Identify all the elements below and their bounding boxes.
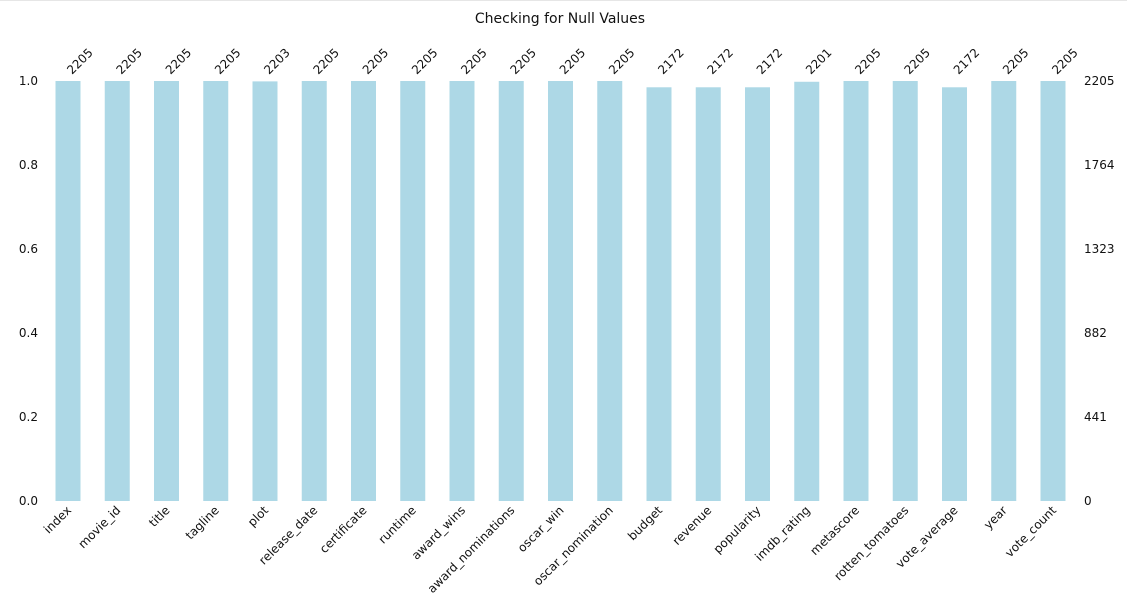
count-label-runtime: 2205 bbox=[409, 46, 440, 77]
y-tick-label-right: 2205 bbox=[1084, 74, 1115, 88]
bar-vote_average bbox=[942, 87, 967, 502]
count-labels: 2205 2205 2205 2205 2203 2205 2205 2205 2205 2205… bbox=[64, 46, 1080, 77]
y-tick-label-left: 0.2 bbox=[19, 410, 38, 424]
x-tick-label-revenue: revenue bbox=[670, 503, 715, 548]
count-label-metascore: 2205 bbox=[852, 46, 883, 77]
count-label-award_nominations: 2205 bbox=[507, 46, 538, 77]
count-label-award_wins: 2205 bbox=[458, 46, 489, 77]
x-tick-label-award_nominations: award_nominations bbox=[425, 503, 518, 596]
y-axis-left: 0.0 0.2 0.4 0.6 0.8 1.0 bbox=[19, 74, 38, 508]
x-axis: index movie_id title tagline plotrelease_dat… bbox=[41, 503, 1059, 596]
bar-index bbox=[55, 81, 81, 501]
count-label-year: 2205 bbox=[1000, 46, 1031, 77]
y-tick-label-right: 441 bbox=[1084, 410, 1107, 424]
count-label-imdb_rating: 2201 bbox=[803, 46, 834, 77]
bar-imdb_rating bbox=[794, 81, 820, 501]
bar-metascore bbox=[843, 81, 869, 501]
bar-certificate bbox=[351, 81, 376, 501]
count-label-vote_average: 2172 bbox=[951, 46, 982, 77]
bar-revenue bbox=[695, 87, 721, 502]
bar-popularity bbox=[745, 87, 770, 502]
count-label-release_date: 2205 bbox=[310, 46, 341, 77]
y-tick-label-left: 1.0 bbox=[19, 74, 38, 88]
bar-title bbox=[154, 81, 179, 501]
count-label-tagline: 2205 bbox=[212, 46, 243, 77]
count-label-rotten_tomatoes: 2205 bbox=[901, 46, 932, 77]
y-tick-label-right: 882 bbox=[1084, 326, 1107, 340]
bar-release_date bbox=[301, 81, 327, 501]
x-tick-label-budget: budget bbox=[625, 503, 665, 543]
bar-vote_count bbox=[1040, 81, 1066, 501]
bar-plot bbox=[252, 81, 278, 501]
bar-oscar_nomination bbox=[597, 81, 623, 501]
x-tick-label-popularity: popularity bbox=[711, 503, 764, 556]
count-label-certificate: 2205 bbox=[360, 46, 391, 77]
x-tick-label-tagline: tagline bbox=[183, 503, 222, 542]
x-tick-label-oscar_win: oscar_win bbox=[515, 503, 567, 555]
x-tick-label-movie_id: movie_id bbox=[75, 503, 123, 551]
bar-award_nominations bbox=[498, 81, 524, 501]
y-tick-label-right: 0 bbox=[1084, 494, 1092, 508]
count-label-budget: 2172 bbox=[655, 46, 686, 77]
x-tick-label-year: year bbox=[981, 503, 1010, 532]
bar-budget bbox=[646, 87, 672, 502]
y-tick-label-right: 1323 bbox=[1084, 242, 1115, 256]
bar-runtime bbox=[400, 81, 426, 501]
y-tick-label-left: 0.8 bbox=[19, 158, 38, 172]
x-tick-label-plot: plot bbox=[245, 503, 271, 529]
y-axis-right: 0 441 882 1323 1764 2205 bbox=[1084, 74, 1115, 508]
x-tick-label-index: index bbox=[41, 503, 74, 536]
y-tick-label-left: 0.6 bbox=[19, 242, 38, 256]
chart-title: Checking for Null Values bbox=[475, 11, 645, 27]
x-tick-label-title: title bbox=[146, 503, 172, 529]
x-tick-label-vote_count: vote_count bbox=[1002, 503, 1059, 560]
count-label-oscar_win: 2205 bbox=[557, 46, 588, 77]
bar-tagline bbox=[203, 81, 229, 501]
count-label-revenue: 2172 bbox=[704, 46, 735, 77]
count-label-popularity: 2172 bbox=[754, 46, 785, 77]
count-label-movie_id: 2205 bbox=[113, 46, 144, 77]
x-tick-label-certificate: certificate bbox=[317, 503, 370, 556]
count-label-oscar_nomination: 2205 bbox=[606, 46, 637, 77]
y-tick-label-left: 0.4 bbox=[19, 326, 38, 340]
y-tick-label-right: 1764 bbox=[1084, 158, 1115, 172]
bar-award_wins bbox=[449, 81, 475, 501]
y-tick-label-left: 0.0 bbox=[19, 494, 38, 508]
count-label-plot: 2203 bbox=[261, 46, 292, 77]
count-label-title: 2205 bbox=[163, 46, 194, 77]
x-tick-label-runtime: runtime bbox=[376, 503, 419, 546]
bar-movie_id bbox=[104, 81, 130, 501]
bar-oscar_win bbox=[548, 81, 573, 501]
count-label-vote_count: 2205 bbox=[1049, 46, 1080, 77]
bar-rotten_tomatoes bbox=[892, 81, 918, 501]
top-border bbox=[0, 0, 1127, 1]
bars-group bbox=[55, 81, 1066, 502]
count-label-index: 2205 bbox=[64, 46, 95, 77]
bar-year bbox=[991, 81, 1017, 501]
